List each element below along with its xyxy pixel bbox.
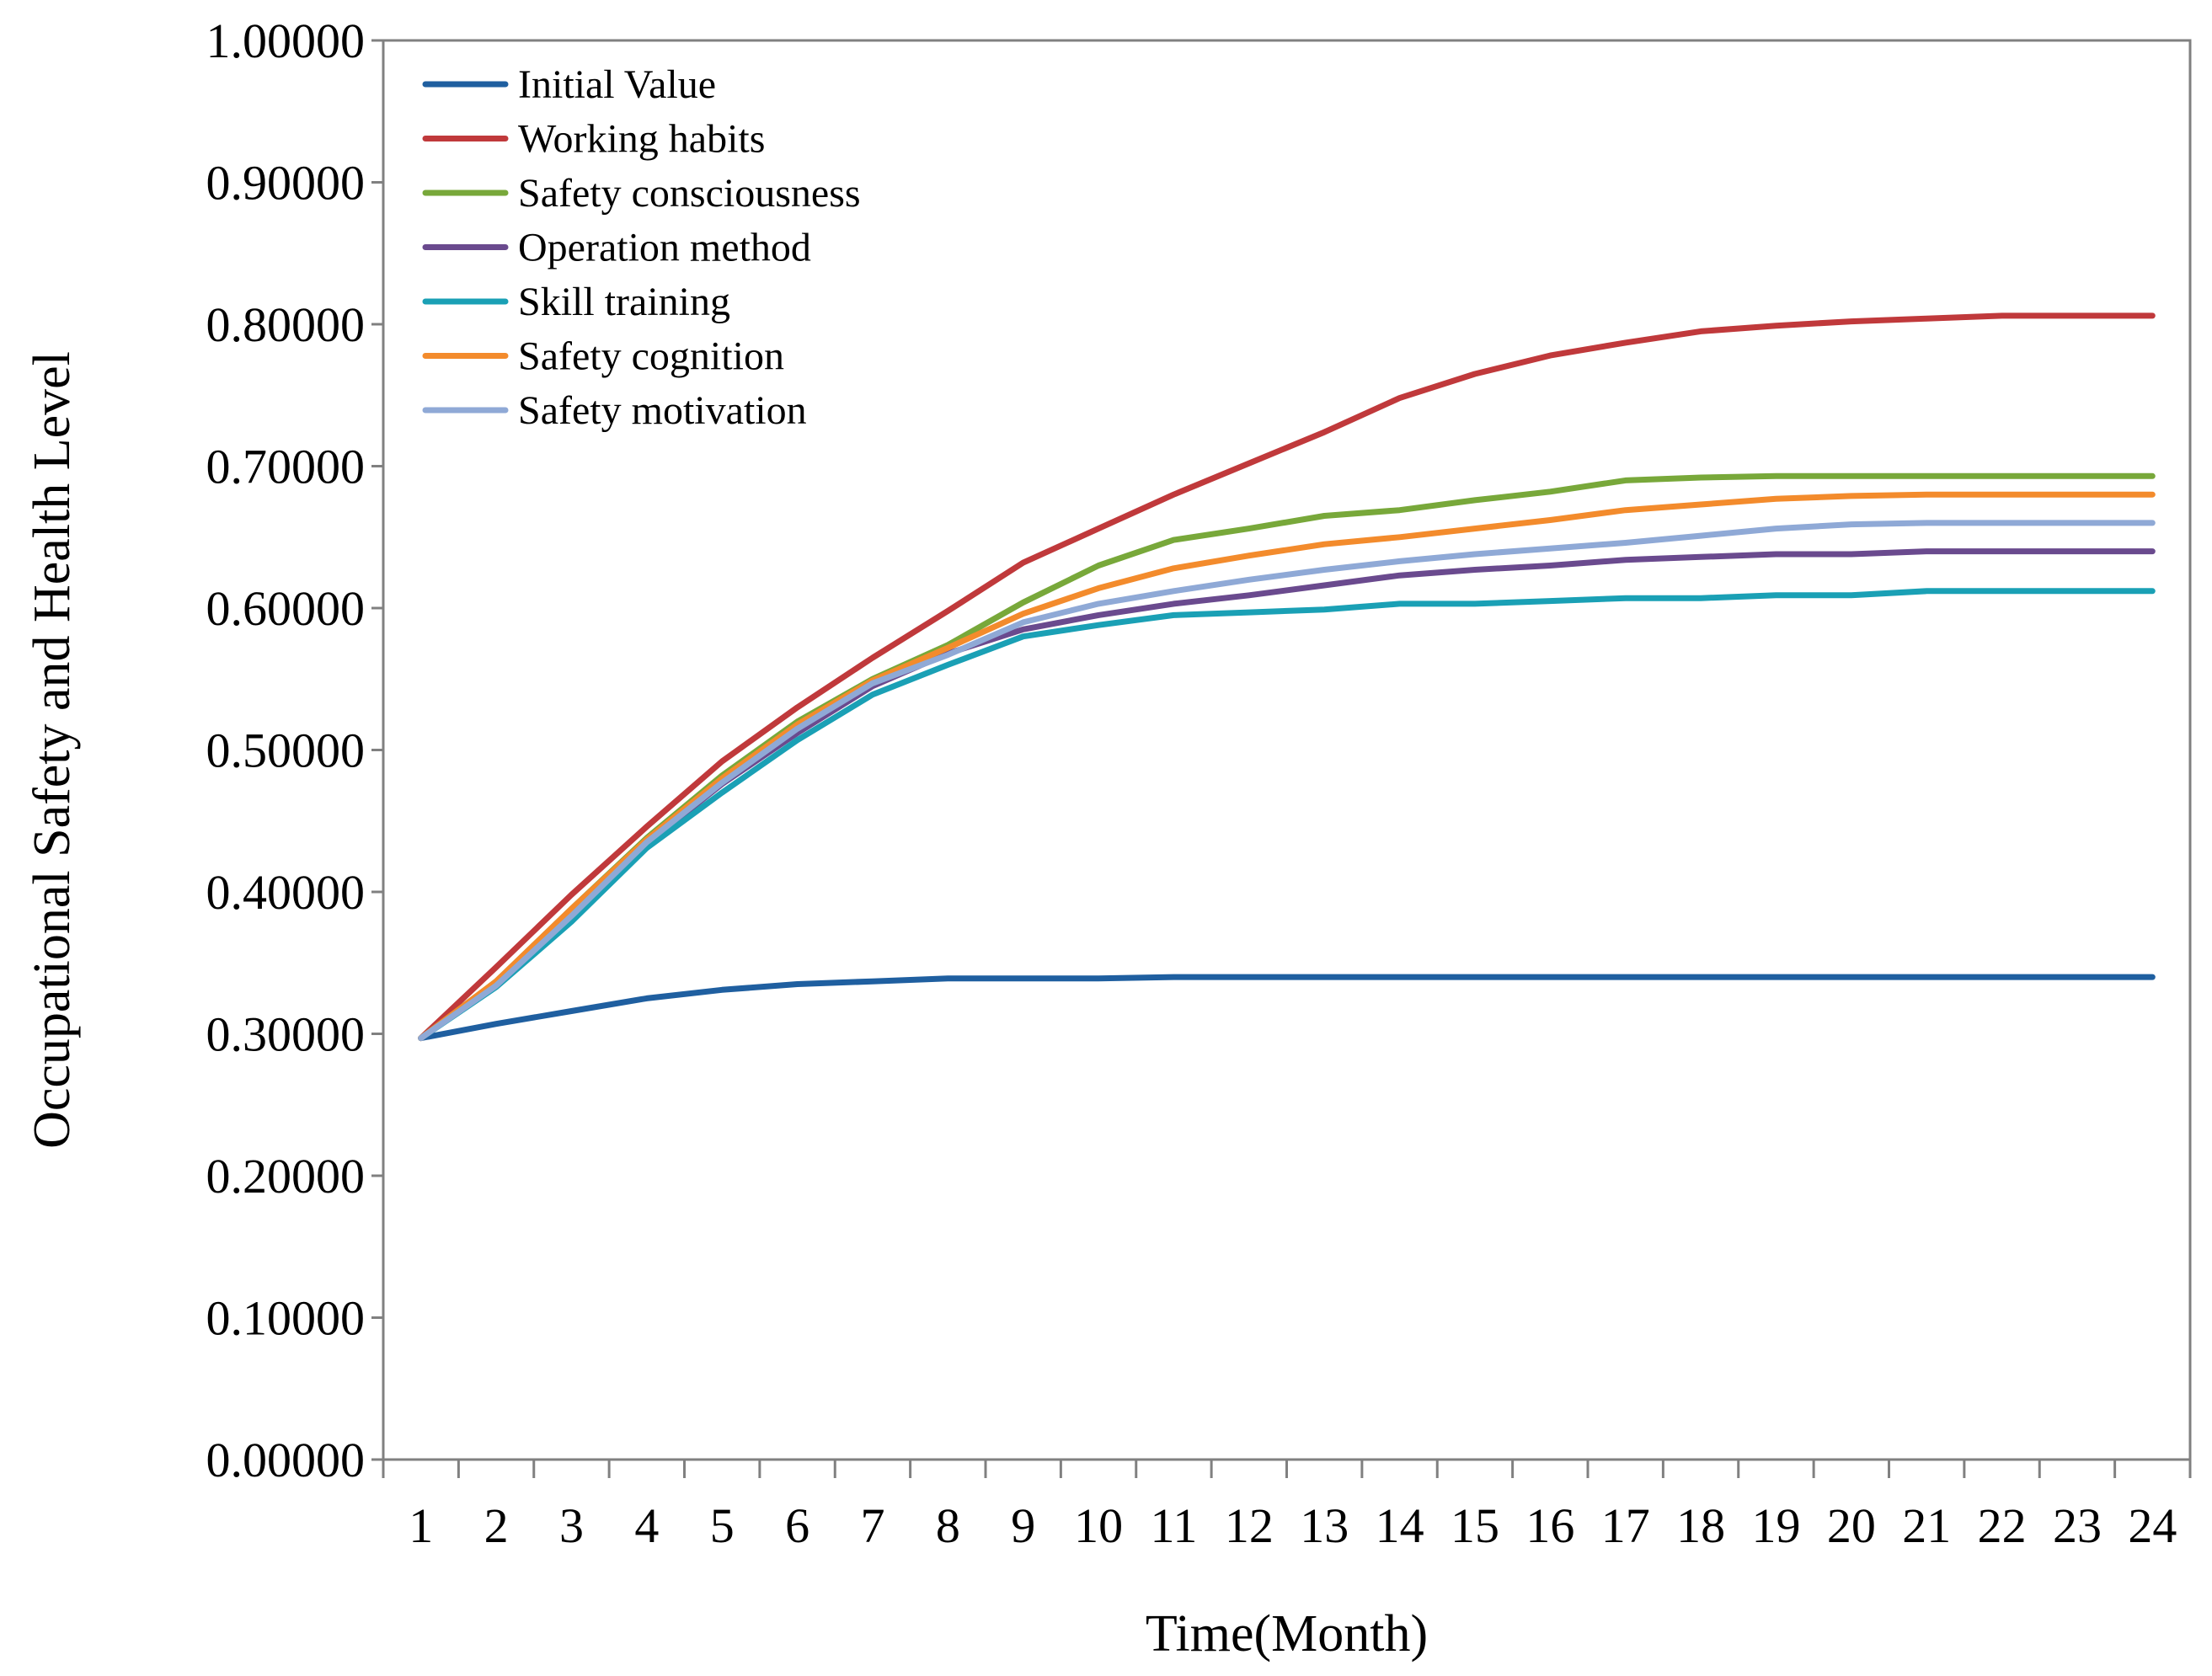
legend-label: Safety cognition [518,334,784,379]
x-tick-label: 18 [1676,1498,1725,1553]
x-tick-label: 11 [1151,1498,1198,1553]
x-tick-label: 12 [1225,1498,1274,1553]
x-tick-label: 9 [1011,1498,1035,1553]
x-axis-title: Time(Month) [1146,1605,1428,1663]
x-tick-label: 22 [1978,1498,2027,1553]
series-line-safety-consciousness [418,472,2156,1042]
x-tick-label: 4 [634,1498,659,1553]
y-tick-label: 0.70000 [206,440,366,494]
y-tick-label: 0.60000 [206,581,366,636]
x-tick-label: 2 [484,1498,509,1553]
x-tick-label: 13 [1300,1498,1349,1553]
legend-label: Skill training [518,280,730,324]
y-axis-title: Occupational Safety and Health Level [24,351,81,1149]
x-tick-label: 7 [860,1498,884,1553]
y-axis-ticks: 0.00000 0.10000 0.20000 0.30000 0.40000 0.500… [206,13,383,1487]
x-tick-label: 15 [1451,1498,1499,1553]
y-tick-label: 0.10000 [206,1291,366,1346]
series-lines [418,312,2156,1042]
x-tick-label: 6 [785,1498,809,1553]
y-tick-label: 0.30000 [206,1007,366,1062]
x-tick-label: 16 [1525,1498,1574,1553]
x-tick-label: 19 [1751,1498,1800,1553]
legend-label: Working habits [518,117,765,162]
x-tick-label: 8 [936,1498,960,1553]
x-tick-label: 21 [1902,1498,1951,1553]
legend-label: Operation method [518,226,811,270]
y-tick-label: 1.00000 [206,13,366,68]
legend-label: Initial Value [518,62,716,107]
series-line-working-habits [418,312,2156,1042]
legend-label: Safety motivation [518,388,807,433]
y-tick-label: 0.80000 [206,297,366,352]
legend-label: Safety consciousness [518,171,861,216]
series-line-skill-training [418,588,2156,1042]
x-tick-label: 1 [409,1498,433,1553]
x-tick-label: 24 [2128,1498,2177,1553]
legend: Initial Value Working habits Safety consci… [422,62,861,433]
y-tick-label: 0.00000 [206,1433,366,1487]
x-tick-label: 23 [2053,1498,2102,1553]
y-tick-label: 0.90000 [206,156,366,211]
x-tick-label: 14 [1376,1498,1424,1553]
y-tick-label: 0.50000 [206,723,366,778]
plot-frame [382,39,2192,1461]
x-tick-label: 20 [1827,1498,1876,1553]
x-tick-label: 5 [710,1498,735,1553]
series-line-safety-motivation [418,520,2156,1042]
y-tick-label: 0.40000 [206,865,366,920]
x-tick-label: 10 [1074,1498,1123,1553]
x-tick-label: 3 [559,1498,584,1553]
series-line-safety-cognition [418,491,2156,1042]
series-line-initial-value [418,974,2156,1042]
x-axis-ticks: 1 2 3 4 5 6 7 8 9 10 11 12 13 14 15 16 17 18 19 20 21 22 23 24 [382,1460,2192,1553]
x-tick-label: 17 [1601,1498,1650,1553]
y-tick-label: 0.20000 [206,1149,366,1204]
